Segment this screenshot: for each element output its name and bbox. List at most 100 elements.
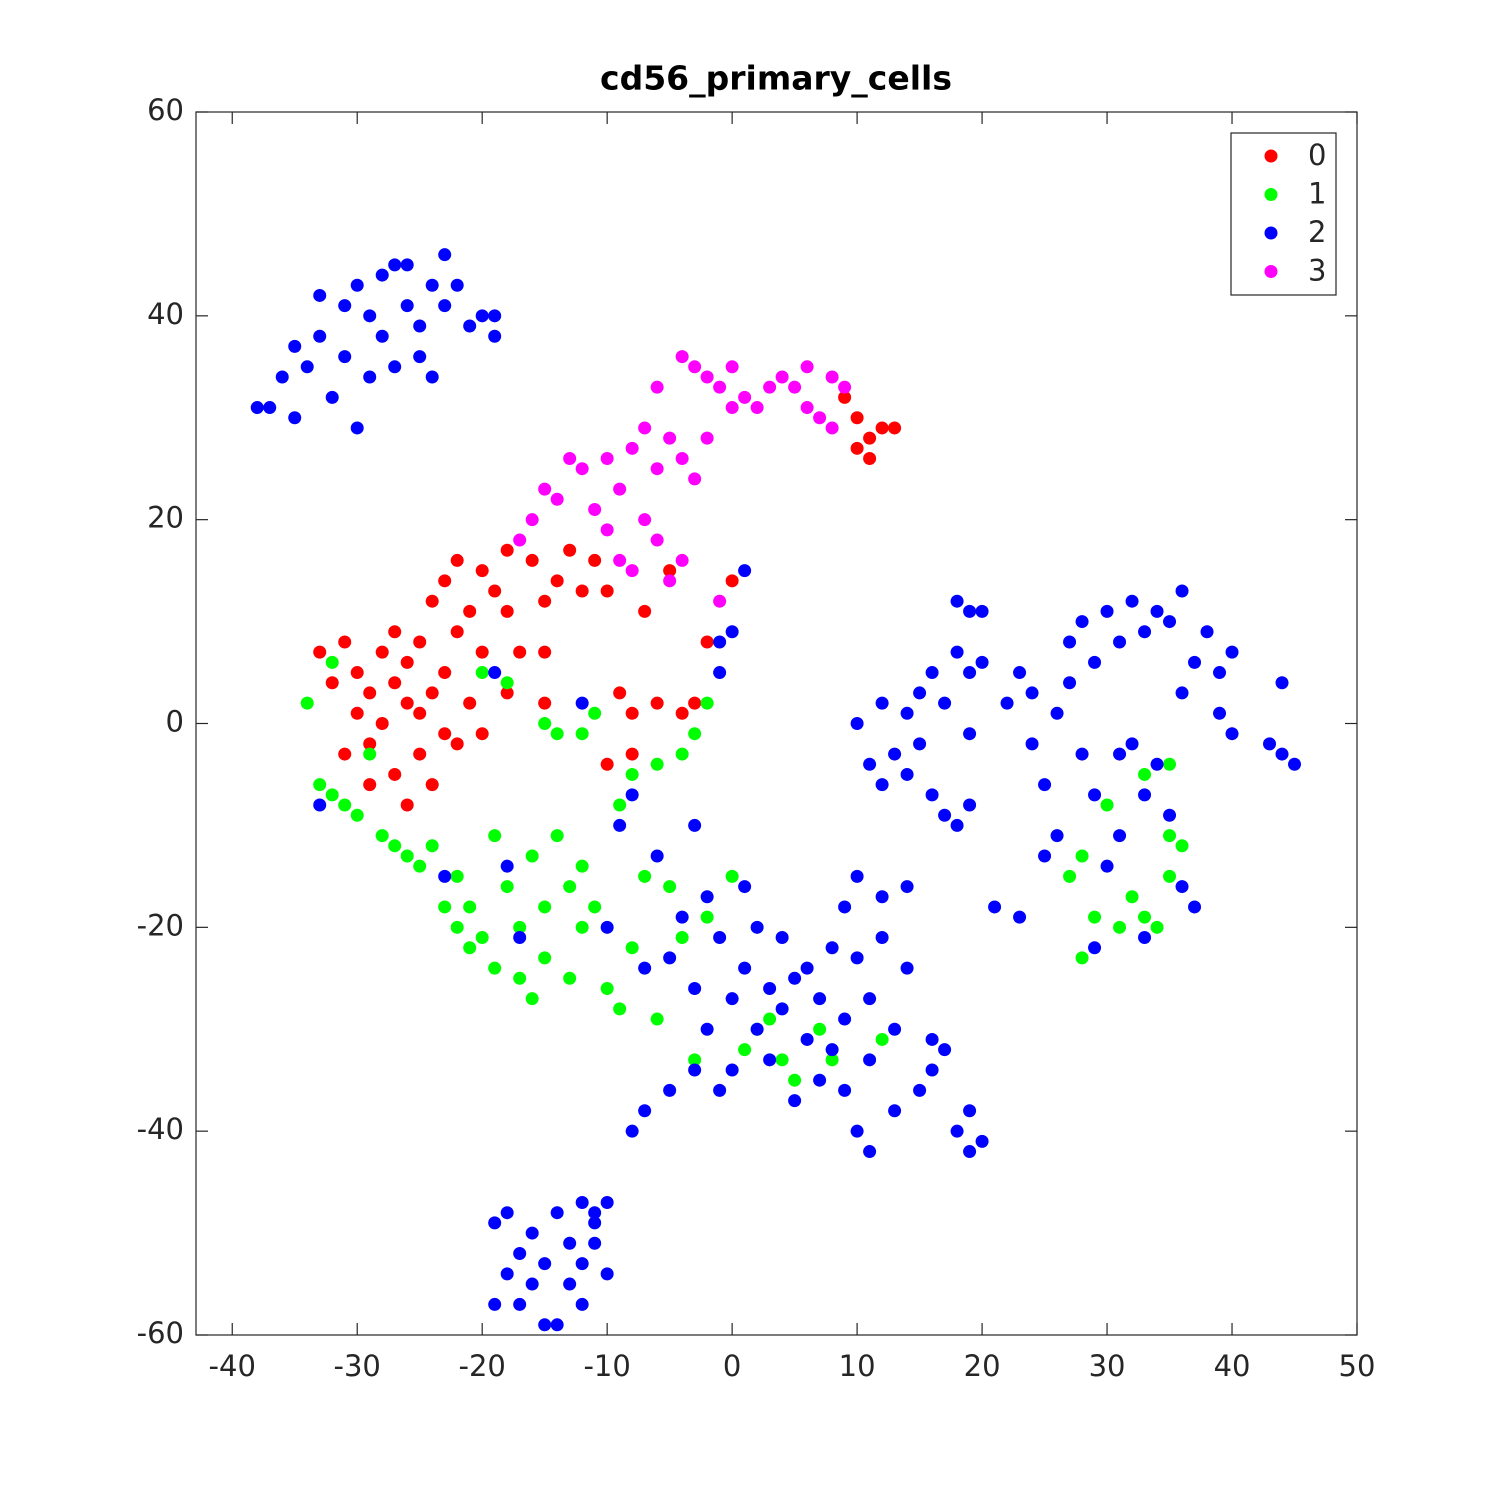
- scatter-point: [275, 370, 289, 384]
- scatter-point: [575, 1196, 589, 1210]
- x-tick-label: -30: [334, 1349, 381, 1383]
- scatter-point: [425, 278, 439, 292]
- scatter-point: [600, 523, 614, 537]
- scatter-point: [600, 584, 614, 598]
- scatter-point: [725, 1063, 739, 1077]
- scatter-point: [638, 961, 652, 975]
- scatter-point: [850, 869, 864, 883]
- scatter-point: [550, 1318, 564, 1332]
- scatter-point: [638, 604, 652, 618]
- scatter-point: [388, 625, 402, 639]
- scatter-point: [400, 696, 414, 710]
- scatter-point: [513, 931, 527, 945]
- scatter-point: [825, 941, 839, 955]
- scatter-point: [263, 401, 277, 415]
- scatter-point: [413, 859, 427, 873]
- scatter-point: [813, 1073, 827, 1087]
- scatter-point: [738, 961, 752, 975]
- scatter-point: [538, 645, 552, 659]
- scatter-point: [500, 1206, 514, 1220]
- scatter-point: [425, 778, 439, 792]
- scatter-point: [375, 268, 389, 282]
- scatter-point: [1113, 829, 1127, 843]
- scatter-point: [563, 971, 577, 985]
- scatter-point: [613, 1002, 627, 1016]
- scatter-point: [863, 452, 877, 466]
- scatter-point: [688, 1063, 702, 1077]
- scatter-point: [1163, 869, 1177, 883]
- scatter-point: [588, 502, 602, 516]
- scatter-point: [988, 900, 1002, 914]
- legend-marker: [1264, 188, 1278, 201]
- scatter-point: [488, 829, 502, 843]
- scatter-point: [338, 350, 352, 364]
- y-tick-label: -40: [137, 1112, 184, 1146]
- scatter-point: [875, 1032, 889, 1046]
- scatter-point: [688, 472, 702, 486]
- y-tick-label: 60: [147, 93, 184, 127]
- scatter-point: [538, 1318, 552, 1332]
- scatter-point: [1113, 635, 1127, 649]
- scatter-point: [438, 727, 452, 741]
- scatter-point: [1088, 788, 1102, 802]
- scatter-point: [388, 258, 402, 272]
- scatter-point: [875, 421, 889, 435]
- scatter-point: [1125, 737, 1139, 751]
- scatter-point: [613, 482, 627, 496]
- scatter-point: [900, 880, 914, 894]
- x-tick-label: 30: [1089, 1349, 1126, 1383]
- legend-label: 3: [1308, 254, 1326, 288]
- scatter-point: [463, 941, 477, 955]
- scatter-point: [425, 594, 439, 608]
- scatter-point: [775, 370, 789, 384]
- scatter-point: [300, 360, 314, 374]
- scatter-point: [863, 992, 877, 1006]
- scatter-point: [563, 1236, 577, 1250]
- scatter-point: [388, 839, 402, 853]
- scatter-point: [500, 859, 514, 873]
- scatter-point: [413, 747, 427, 761]
- scatter-point: [725, 401, 739, 415]
- scatter-point: [1188, 900, 1202, 914]
- scatter-point: [1138, 788, 1152, 802]
- scatter-point: [525, 849, 539, 863]
- scatter-point: [800, 401, 814, 415]
- scatter-point: [550, 727, 564, 741]
- scatter-point: [338, 635, 352, 649]
- scatter-point: [525, 553, 539, 567]
- x-tick-label: 0: [723, 1349, 741, 1383]
- scatter-point: [675, 350, 689, 364]
- scatter-point: [1113, 747, 1127, 761]
- scatter-point: [513, 533, 527, 547]
- scatter-point: [725, 574, 739, 588]
- scatter-point: [463, 319, 477, 333]
- scatter-point: [713, 594, 727, 608]
- scatter-point: [625, 441, 639, 455]
- scatter-point: [850, 441, 864, 455]
- scatter-point: [450, 737, 464, 751]
- scatter-point: [750, 1022, 764, 1036]
- scatter-point: [600, 1267, 614, 1281]
- scatter-point: [975, 604, 989, 618]
- scatter-point: [538, 1257, 552, 1271]
- scatter-point: [1163, 829, 1177, 843]
- scatter-point: [1063, 676, 1077, 690]
- scatter-point: [838, 900, 852, 914]
- scatter-point: [375, 645, 389, 659]
- scatter-point: [1175, 686, 1189, 700]
- scatter-point: [975, 1134, 989, 1148]
- scatter-point: [825, 370, 839, 384]
- scatter-point: [1163, 615, 1177, 629]
- scatter-point: [300, 696, 314, 710]
- scatter-point: [313, 329, 327, 343]
- scatter-point: [1075, 849, 1089, 863]
- scatter-point: [1200, 625, 1214, 639]
- scatter-point: [675, 931, 689, 945]
- scatter-point: [713, 666, 727, 680]
- scatter-point: [663, 574, 677, 588]
- scatter-point: [888, 747, 902, 761]
- scatter-point: [600, 920, 614, 934]
- scatter-point: [950, 1124, 964, 1138]
- scatter-point: [525, 1277, 539, 1291]
